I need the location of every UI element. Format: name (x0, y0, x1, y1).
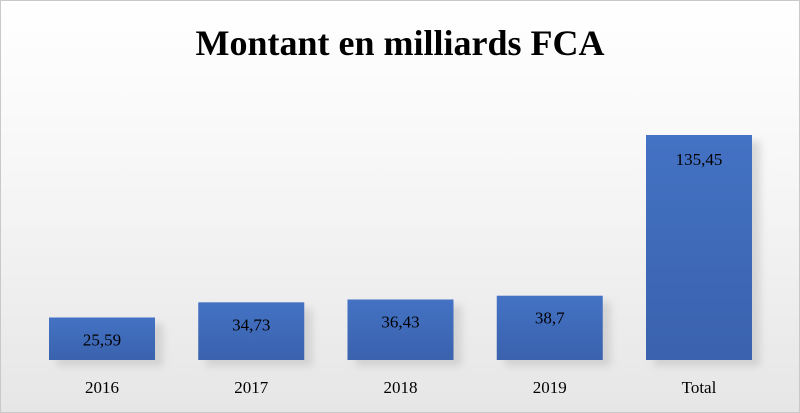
x-tick-label-2016: 2016 (85, 378, 119, 397)
data-label-2018: 36,43 (381, 312, 419, 331)
x-tick-label-total: Total (682, 378, 717, 397)
x-tick-label-2017: 2017 (234, 378, 269, 397)
bar-total (646, 135, 752, 360)
x-tick-label-2018: 2018 (384, 378, 418, 397)
data-label-2019: 38,7 (535, 309, 565, 328)
bar-2019 (496, 295, 603, 360)
data-label-2016: 25,59 (83, 330, 121, 349)
bar-2016 (49, 317, 155, 360)
bar-2018 (347, 299, 454, 360)
data-label-total: 135,45 (676, 150, 723, 169)
chart-title: Montant en milliards FCA (195, 23, 605, 63)
x-tick-label-2019: 2019 (533, 378, 567, 397)
bar-2017 (198, 302, 305, 360)
data-label-2017: 34,73 (232, 315, 270, 334)
